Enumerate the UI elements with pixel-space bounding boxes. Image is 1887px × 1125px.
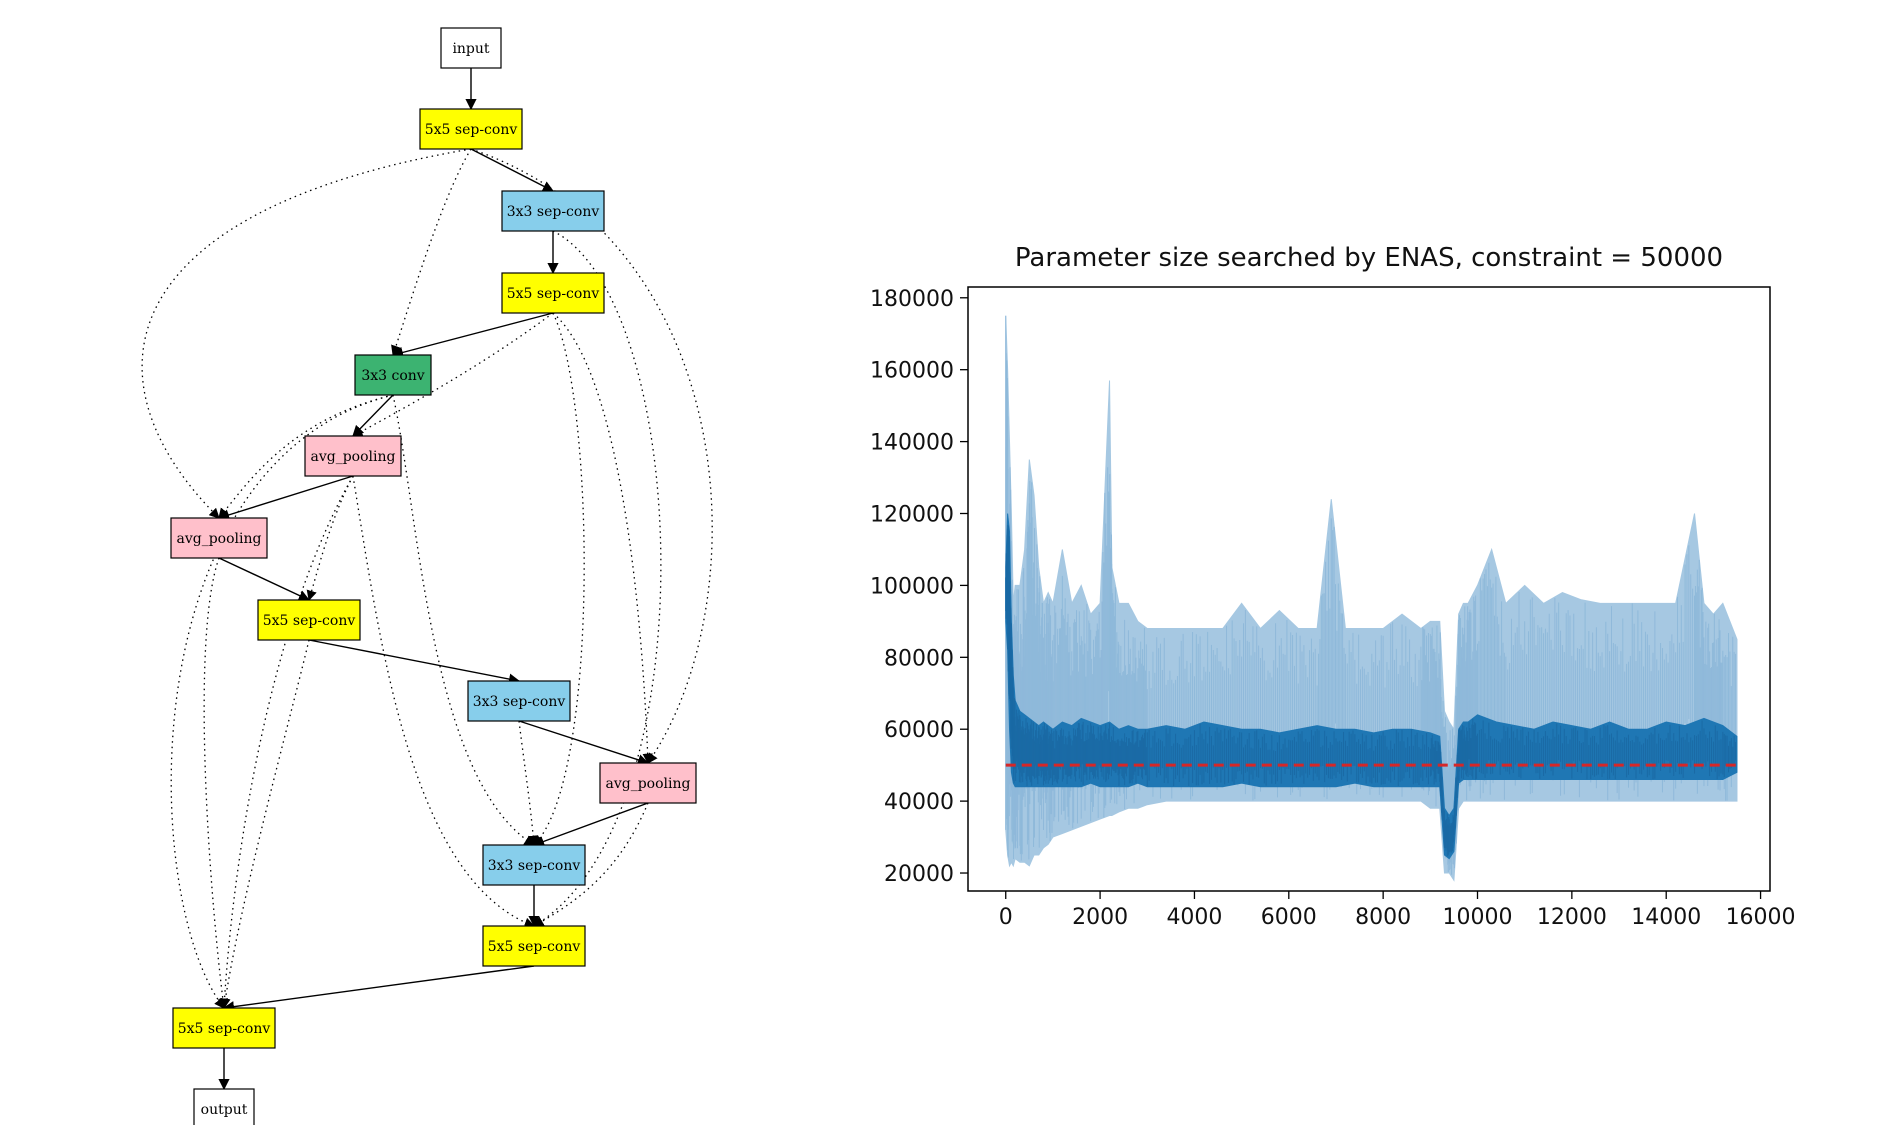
node-n8: 3x3 sep-conv <box>467 680 571 722</box>
node-n3: 5x5 sep-conv <box>501 272 605 314</box>
node-label: 3x3 sep-conv <box>507 204 600 220</box>
edge-n1-n6 <box>141 148 472 519</box>
node-box <box>419 108 523 150</box>
edge-n5-n6 <box>217 475 354 521</box>
x-tick-label: 16000 <box>1726 905 1796 930</box>
edge-n7-n8 <box>308 639 521 685</box>
edge-n1-n2 <box>470 148 554 192</box>
x-tick-label: 8000 <box>1355 905 1411 930</box>
node-label: avg_pooling <box>311 449 396 465</box>
edge-n7-n12 <box>220 639 310 1010</box>
edge-n9-n10 <box>532 802 649 847</box>
node-n5: avg_pooling <box>304 435 402 477</box>
y-axis: 20000 40000 60000 80000 100000 120000 140000 16… <box>870 287 968 887</box>
y-tick-label: 80000 <box>884 646 954 671</box>
node-n9: avg_pooling <box>599 762 697 804</box>
node-label: 5x5 sep-conv <box>425 122 518 138</box>
edge-n4-n10 <box>392 394 535 846</box>
y-tick-label: 20000 <box>884 862 954 887</box>
node-box <box>172 1007 276 1049</box>
node-n11: 5x5 sep-conv <box>482 925 586 967</box>
node-n7: 5x5 sep-conv <box>257 599 361 641</box>
edge-n8-n10 <box>518 720 539 847</box>
node-input: input <box>440 27 502 69</box>
node-n4: 3x3 conv <box>354 354 432 396</box>
y-tick-label: 120000 <box>870 503 954 528</box>
series-smoothed-noise <box>1005 524 1737 857</box>
node-box <box>440 27 502 69</box>
node-box <box>170 517 268 559</box>
chart-title: Parameter size searched by ENAS, constra… <box>1015 243 1723 273</box>
x-tick-label: 12000 <box>1537 905 1607 930</box>
node-n2: 3x3 sep-conv <box>501 190 605 232</box>
diagram-edges <box>141 68 713 1091</box>
x-tick-label: 10000 <box>1443 905 1513 930</box>
node-n1: 5x5 sep-conv <box>419 108 523 150</box>
node-label: 3x3 sep-conv <box>488 858 581 874</box>
y-tick-label: 160000 <box>870 359 954 384</box>
node-box <box>257 599 361 641</box>
node-box <box>501 190 605 232</box>
node-n6: avg_pooling <box>170 517 268 559</box>
node-label: 3x3 conv <box>361 368 424 384</box>
edge-n4-n6 <box>218 394 394 519</box>
y-tick-label: 140000 <box>870 431 954 456</box>
series-layer <box>1005 315 1738 882</box>
edge-n1-n9 <box>470 148 713 764</box>
y-tick-label: 40000 <box>884 790 954 815</box>
edge-n3-n4 <box>391 312 554 358</box>
plot-area <box>967 286 1771 892</box>
edge-n6-n12 <box>203 557 228 1010</box>
node-box <box>467 680 571 722</box>
node-label: 3x3 sep-conv <box>473 694 566 710</box>
node-label: 5x5 sep-conv <box>507 286 600 302</box>
parameter-size-chart: Parameter size searched by ENAS, constra… <box>870 243 1796 930</box>
edge-n4-n12 <box>170 394 394 1009</box>
architecture-diagram: input 5x5 sep-conv 3x3 sep-conv 5x5 sep-con… <box>141 27 713 1125</box>
node-box <box>482 844 586 886</box>
edge-n5-n7 <box>306 475 354 601</box>
x-axis: 0 2000 4000 6000 8000 10000 12000 14000 16000 <box>999 891 1796 930</box>
edge-n8-n9 <box>518 720 650 766</box>
node-box <box>482 925 586 967</box>
node-box <box>193 1088 255 1125</box>
node-label: avg_pooling <box>177 531 262 547</box>
node-label: output <box>201 1102 248 1118</box>
node-box <box>599 762 697 804</box>
node-label: avg_pooling <box>606 776 691 792</box>
node-label: input <box>452 41 489 57</box>
edge-n3-n10 <box>533 312 585 846</box>
node-box <box>501 272 605 314</box>
node-label: 5x5 sep-conv <box>178 1021 271 1037</box>
node-n12: 5x5 sep-conv <box>172 1007 276 1049</box>
edge-n4-n5 <box>352 394 394 437</box>
x-tick-label: 14000 <box>1631 905 1701 930</box>
node-box <box>304 435 402 477</box>
node-box <box>354 354 432 396</box>
x-tick-label: 6000 <box>1261 905 1317 930</box>
node-n10: 3x3 sep-conv <box>482 844 586 886</box>
x-tick-label: 2000 <box>1072 905 1128 930</box>
y-tick-label: 100000 <box>870 574 954 599</box>
node-label: 5x5 sep-conv <box>263 613 356 629</box>
y-tick-label: 60000 <box>884 718 954 743</box>
node-label: 5x5 sep-conv <box>488 939 581 955</box>
edge-n1-n4 <box>391 148 472 356</box>
diagram-nodes: input 5x5 sep-conv 3x3 sep-conv 5x5 sep-con… <box>170 27 697 1125</box>
edge-n2-n11 <box>533 230 662 927</box>
y-tick-label: 180000 <box>870 287 954 312</box>
x-tick-label: 4000 <box>1166 905 1222 930</box>
edge-n6-n7 <box>218 557 311 601</box>
edge-n11-n12 <box>222 965 535 1013</box>
plot-frame <box>967 286 1771 892</box>
node-output: output <box>193 1088 255 1125</box>
x-tick-label: 0 <box>999 905 1013 930</box>
